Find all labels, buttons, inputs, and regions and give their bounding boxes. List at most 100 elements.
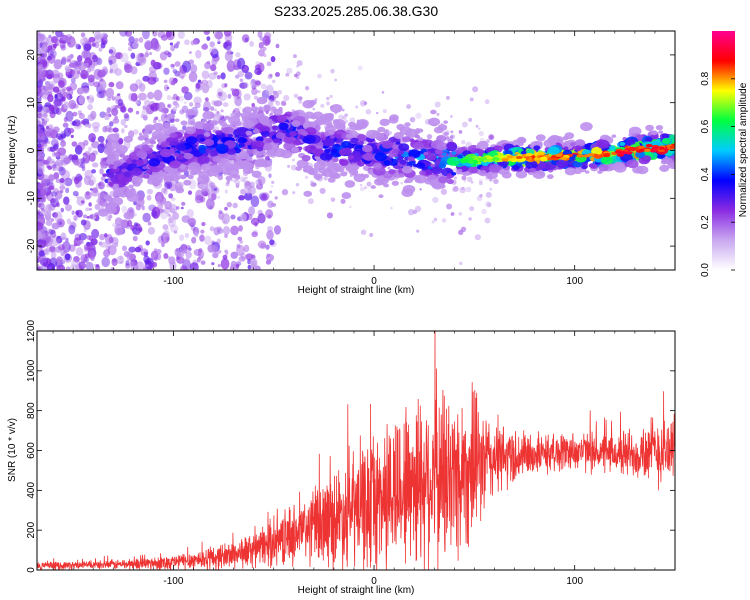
spectrogram-cell (398, 173, 405, 178)
spectrogram-cell (212, 252, 219, 259)
spectrogram-cell (488, 134, 495, 141)
spectrogram-cell (89, 188, 94, 191)
spectrogram-cell (265, 244, 270, 250)
spectrogram-cell (174, 61, 181, 67)
spectrogram-cell (37, 166, 44, 175)
spectrogram-cell (296, 159, 309, 169)
spectrogram-cell (350, 137, 359, 144)
spectrogram-cell (598, 164, 609, 172)
spectrogram-cell (47, 141, 51, 144)
spectrogram-cell (77, 110, 83, 116)
spectrogram-cell (108, 214, 113, 219)
spectrogram-cell (73, 215, 78, 221)
spectrogram-cell (54, 73, 58, 78)
spectrogram-cell (423, 169, 433, 176)
spectrogram-cell (476, 195, 483, 202)
spectrogram-cell (72, 190, 79, 197)
spectrogram-cell (379, 118, 390, 127)
spectrogram-cell (478, 178, 483, 184)
spectrogram-cell (570, 142, 577, 147)
spectrogram-cell (390, 206, 393, 210)
spectrogram-cell (37, 203, 42, 208)
spectrogram-cell (303, 168, 309, 173)
spectrogram-cell (217, 174, 224, 181)
spectrogram-cell (53, 98, 62, 107)
spectrogram-cell (183, 179, 192, 186)
spectrogram-cell (307, 198, 314, 205)
spectrogram-cell (302, 100, 315, 109)
spectrogram-cell (257, 31, 263, 38)
spectrogram-cell (121, 245, 127, 252)
spectrogram-cell (142, 75, 150, 82)
spectrogram-cell (129, 83, 139, 92)
spectrogram-cell (194, 102, 201, 109)
spectrogram-cell (52, 212, 58, 218)
spectrogram-cell (82, 118, 90, 126)
spectrogram-cell (359, 183, 363, 187)
chart-title: S233.2025.285.06.38.G30 (274, 3, 438, 19)
spectrogram-cell (537, 152, 545, 156)
spectrogram-cell (243, 244, 250, 253)
spectrogram-cell (438, 176, 449, 184)
spectrogram-cell (55, 159, 63, 167)
spectrogram-cell (223, 41, 232, 51)
spectrogram-cell (108, 121, 114, 127)
spectrogram-cell (297, 96, 303, 101)
spectrogram-cell (461, 175, 467, 181)
spectrogram-cell (258, 106, 264, 110)
spectrogram-cell (358, 140, 364, 146)
spectrogram-cell (178, 95, 185, 102)
spectrogram-cell (46, 157, 52, 165)
spectrogram-cell (243, 82, 249, 89)
snr-y-label: SNR (10 * v/v) (7, 418, 18, 482)
spectrogram-cell (329, 135, 335, 139)
spectrogram-cell (193, 248, 202, 256)
spectrogram-cell (132, 129, 139, 135)
spectrogram-cell (459, 186, 466, 194)
spectrogram-cell (53, 104, 58, 110)
spectrogram-cell (325, 101, 331, 106)
spectrogram-cell (47, 165, 53, 170)
spectrogram-cell (268, 173, 272, 178)
spectrogram-cell (84, 253, 91, 259)
spectrogram-cell (209, 113, 216, 118)
spectrogram-cell (407, 208, 415, 216)
spectrogram-cell (249, 40, 255, 47)
spectrogram-cell (202, 111, 215, 120)
spectrogram-cell (132, 40, 139, 50)
spectrogram-cell (363, 173, 370, 179)
spectrogram-cell (241, 34, 250, 43)
spectrogram-cell (202, 190, 209, 197)
spectrogram-cell (98, 47, 103, 52)
spectrogram-cell (152, 122, 164, 132)
spectrogram-cell (52, 164, 57, 169)
spectrogram-cell (226, 167, 240, 177)
spectrogram-cell (77, 141, 86, 151)
spectrogram-cell (142, 212, 151, 223)
spectrogram-cell (468, 217, 472, 221)
spectrogram-cell (189, 120, 195, 125)
spectrogram-cell (73, 177, 80, 185)
spectrogram-cell (49, 80, 56, 87)
spectrogram-cell (451, 151, 457, 155)
spectrogram-cell (107, 127, 114, 133)
spectrogram-cell (238, 256, 246, 262)
spectrogram-cell (200, 260, 206, 265)
spectrogram-cell (60, 140, 67, 147)
spectrogram-cell (658, 130, 664, 134)
spectrogram-cell (88, 207, 93, 211)
spectrogram-cell (270, 184, 274, 188)
spectrogram-cell (146, 188, 154, 195)
spectrogram-cell (143, 99, 151, 107)
x-tick-label: 100 (566, 276, 583, 287)
spectrogram-cell (434, 101, 441, 108)
spectrogram-cell (294, 73, 298, 78)
spectrogram-cell (517, 142, 524, 147)
spectrogram-cell (298, 100, 303, 104)
spectrogram-cell (590, 163, 598, 169)
spectrogram-cell (55, 151, 62, 157)
spectrogram-cell (335, 166, 345, 173)
spectrogram-cell (170, 80, 176, 86)
spectrogram-cell (176, 41, 181, 45)
spectrogram-cell (512, 164, 520, 171)
